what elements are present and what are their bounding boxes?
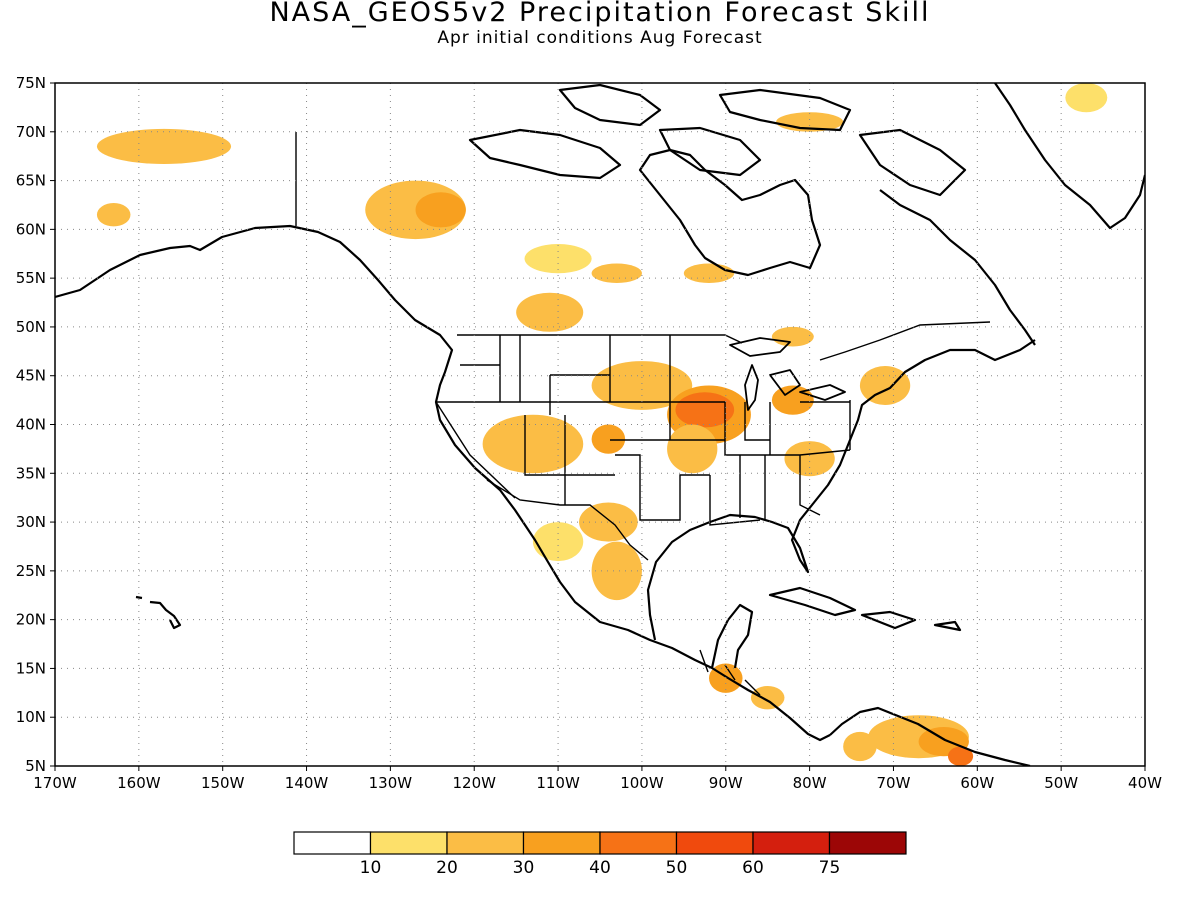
colorbar-swatch	[446, 831, 525, 855]
skill-region-great-plains-north	[591, 361, 693, 410]
lon-tick-label: 70W	[877, 774, 911, 792]
lon-tick-label: 50W	[1044, 774, 1078, 792]
lat-tick-label: 70N	[16, 123, 46, 141]
latitude-axis: 75N 70N 65N 60N 55N 50N 45N 40N 35N 30N 25N 20N 15N 1…	[16, 74, 55, 775]
arctic-islands	[468, 83, 967, 197]
colorbar-label: 20	[436, 858, 458, 878]
lon-tick-label: 110W	[536, 774, 580, 792]
lat-tick-label: 60N	[16, 220, 46, 238]
us-state-borders	[435, 335, 851, 526]
skill-region-ontario-north	[683, 263, 735, 284]
colorbar-label: 40	[589, 858, 611, 878]
lat-tick-label: 5N	[25, 757, 46, 775]
skill-region-hudson-west	[591, 263, 642, 284]
lon-tick-label: 130W	[369, 774, 413, 792]
skill-region-greenland-tip	[1065, 83, 1108, 113]
us-mexico-border	[486, 479, 649, 561]
lat-tick-label: 25N	[16, 562, 46, 580]
colorbar-swatch	[752, 831, 831, 855]
lat-tick-label: 35N	[16, 464, 46, 482]
plot-background	[55, 83, 1145, 766]
chart-subtitle: Apr initial conditions Aug Forecast	[437, 28, 763, 48]
colorbar-swatch	[599, 831, 678, 855]
longitude-axis: 170W 160W 150W 140W 130W 120W 110W 100W 90W 80W 70…	[33, 766, 1162, 792]
lon-tick-label: 170W	[33, 774, 77, 792]
lat-tick-label: 75N	[16, 74, 46, 92]
hudson-bay-coastline	[638, 148, 822, 277]
skill-region-west-texas	[579, 502, 638, 542]
colorbar-label: 75	[819, 858, 841, 878]
colorbar-swatch	[522, 831, 601, 855]
lat-tick-label: 50N	[16, 318, 46, 336]
lon-tick-label: 80W	[793, 774, 827, 792]
skill-region-saskatchewan	[516, 292, 584, 332]
coastlines	[55, 83, 1145, 766]
caribbean-islands	[768, 586, 962, 632]
colorbar-swatch	[675, 831, 754, 855]
us-canada-border	[457, 321, 991, 361]
political-borders	[295, 132, 991, 696]
lat-tick-label: 55N	[16, 269, 46, 287]
lat-tick-label: 20N	[16, 611, 46, 629]
lon-tick-label: 140W	[285, 774, 329, 792]
lat-tick-label: 65N	[16, 172, 46, 190]
colorbar-label: 30	[513, 858, 535, 878]
skill-region-alaska-north	[96, 128, 232, 164]
lat-tick-label: 10N	[16, 708, 46, 726]
colorbar-swatch	[828, 831, 907, 855]
skill-region-nwt-east	[524, 243, 592, 274]
skill-region-quebec	[771, 326, 814, 347]
skill-region-missouri	[667, 424, 718, 474]
lat-tick-label: 40N	[16, 416, 46, 434]
skill-region-alaska-west	[96, 203, 131, 227]
lon-tick-label: 90W	[709, 774, 743, 792]
greenland-coastline	[994, 83, 1145, 230]
colorbar-label: 60	[742, 858, 764, 878]
skill-region-mexico-central	[591, 541, 642, 601]
skill-region-nicaragua	[750, 685, 785, 710]
colorbar-legend: 10 20 30 40 50 60 75	[293, 831, 907, 878]
lon-tick-label: 100W	[620, 774, 664, 792]
skill-region-colorado	[591, 424, 626, 454]
skill-region-iowa-core	[675, 392, 735, 428]
lon-tick-label: 160W	[117, 774, 161, 792]
hawaii-islands	[135, 595, 182, 630]
lat-tick-label: 45N	[16, 367, 46, 385]
great-lakes	[729, 337, 846, 411]
lon-tick-label: 150W	[201, 774, 245, 792]
colorbar-label: 10	[360, 858, 382, 878]
skill-region-colombia	[843, 731, 877, 762]
colorbar-swatch	[369, 831, 448, 855]
skill-region-great-basin	[482, 414, 584, 474]
skill-region-yukon-core	[415, 192, 466, 228]
gulf-coastline	[646, 339, 1036, 641]
lon-tick-label: 60W	[960, 774, 994, 792]
colorbar-swatch	[293, 831, 372, 855]
yucatan-coastline	[710, 603, 754, 669]
skill-region-sonora	[532, 522, 584, 562]
lat-tick-label: 30N	[16, 513, 46, 531]
lat-tick-label: 15N	[16, 659, 46, 677]
skill-region-new-england	[859, 365, 911, 405]
central-america-borders	[699, 649, 761, 696]
lon-tick-label: 40W	[1128, 774, 1162, 792]
skill-region-guatemala	[709, 663, 743, 693]
chart-title: NASA_GEOS5v2 Precipitation Forecast Skil…	[269, 0, 931, 28]
skill-region-venezuela-east	[947, 746, 974, 766]
labrador-coastline	[879, 189, 1036, 346]
lon-tick-label: 120W	[452, 774, 496, 792]
skill-region-appalachia	[784, 441, 835, 477]
colorbar-label: 50	[666, 858, 688, 878]
